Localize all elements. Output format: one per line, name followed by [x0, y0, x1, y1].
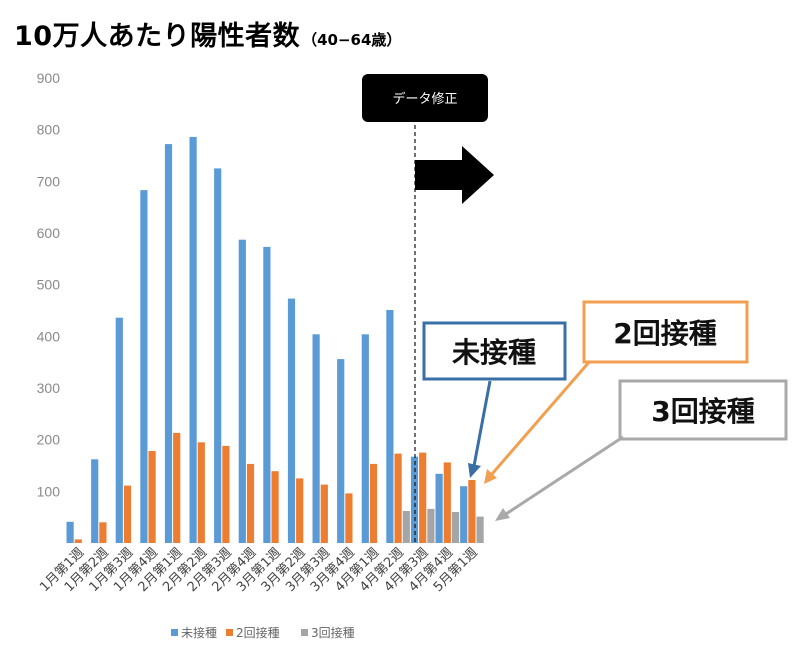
- bar: [271, 471, 279, 543]
- callout-dose3-label: 3回接種: [651, 395, 754, 428]
- data-correction-note-label: データ修正: [392, 91, 457, 107]
- bar: [361, 334, 369, 543]
- bar: [435, 473, 443, 543]
- y-tick-label: 100: [37, 483, 61, 499]
- y-tick-label: 200: [37, 432, 61, 448]
- callout-unvaccinated-label: 未接種: [452, 336, 536, 369]
- bar: [148, 451, 156, 543]
- y-tick-label: 600: [37, 225, 61, 241]
- legend-label-dose3: 3回接種: [311, 625, 355, 640]
- bar: [287, 298, 296, 543]
- pointer-arrowhead-dose3: [495, 508, 510, 521]
- chart-title-main: 10万人あたり陽性者数: [14, 21, 301, 52]
- pointer-arrow-unvaccinated: [472, 380, 492, 467]
- bar: [460, 486, 468, 543]
- bar: [476, 516, 484, 543]
- bar: [214, 168, 222, 543]
- bar: [74, 539, 82, 543]
- pointer-arrowhead-dose2: [484, 469, 497, 484]
- legend: 未接種 2回接種 3回接種: [171, 625, 355, 640]
- bar: [164, 144, 173, 543]
- y-tick-label: 300: [37, 380, 61, 396]
- bar: [312, 334, 320, 543]
- y-tick-label: 900: [37, 70, 61, 86]
- bar: [91, 459, 99, 543]
- bar: [99, 522, 107, 543]
- pointer-arrowhead-unvaccinated: [468, 463, 481, 478]
- y-tick-label: 400: [37, 328, 61, 344]
- chart-title: 10万人あたり陽性者数 （40−64歳）: [14, 14, 401, 53]
- bar: [238, 239, 246, 543]
- legend-label-unvaccinated: 未接種: [181, 625, 217, 640]
- pointer-arrow-dose2: [490, 360, 592, 475]
- callout-dose2-label: 2回接種: [613, 317, 716, 350]
- bar: [386, 310, 394, 543]
- bar: [140, 190, 148, 543]
- y-axis: 900 800 700 600 500 400 300 200 100: [37, 70, 61, 499]
- bar: [263, 246, 271, 543]
- legend-swatch-dose3: [301, 629, 308, 636]
- data-correction-note-box: [362, 74, 488, 122]
- callout-dose3-box: [618, 379, 788, 441]
- bar: [197, 442, 205, 544]
- y-tick-label: 700: [37, 173, 61, 189]
- bar: [66, 521, 74, 543]
- x-axis: 1月第1週1月第2週1月第3週1月第4週2月第1週2月第2週2月第3週2月第4週…: [37, 545, 480, 595]
- bar: [296, 478, 304, 543]
- bar: [345, 493, 353, 543]
- legend-swatch-dose2: [226, 629, 233, 636]
- legend-label-dose2: 2回接種: [236, 625, 280, 640]
- y-tick-label: 500: [37, 277, 61, 293]
- bars-group: [66, 136, 484, 544]
- callout-unvaccinated-box: [422, 321, 567, 381]
- bar: [443, 462, 451, 543]
- bar: [369, 463, 378, 543]
- bar: [337, 359, 345, 543]
- bar: [427, 508, 435, 543]
- pointer-arrow-dose3: [505, 435, 624, 516]
- legend-swatch-unvaccinated: [171, 629, 178, 636]
- bar: [222, 445, 230, 543]
- y-tick-label: 800: [37, 122, 61, 138]
- bar: [419, 452, 427, 543]
- callout-dose2-box: [582, 300, 749, 364]
- right-arrow-icon: [415, 146, 494, 204]
- bar: [468, 480, 476, 543]
- bar: [394, 453, 402, 543]
- chart-title-subtitle: （40−64歳）: [302, 31, 402, 49]
- bar: [246, 463, 255, 543]
- bar: [402, 511, 410, 543]
- bar: [123, 485, 132, 543]
- bar: [451, 512, 460, 543]
- bar: [173, 432, 181, 543]
- bar: [115, 317, 123, 543]
- bar: [320, 484, 328, 543]
- bar: [189, 136, 197, 543]
